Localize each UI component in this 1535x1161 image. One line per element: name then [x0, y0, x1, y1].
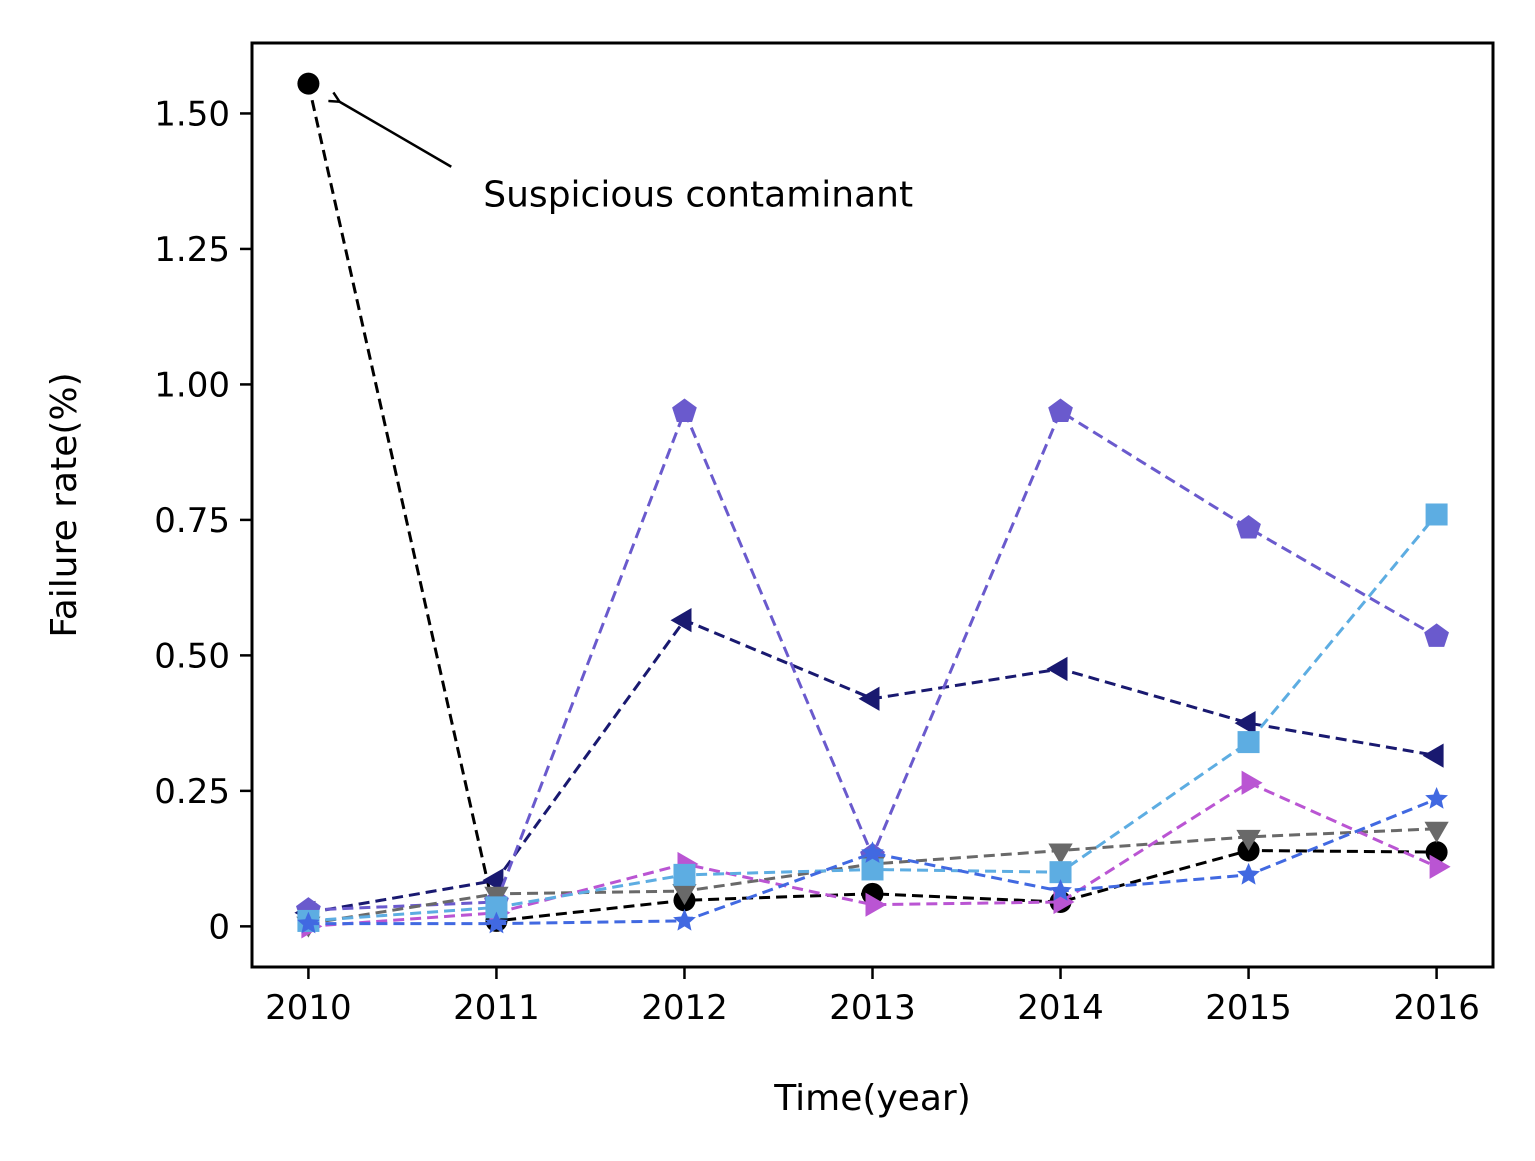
- annotation-layer: Suspicious contaminant: [340, 102, 913, 216]
- data-point: [1424, 821, 1449, 843]
- data-point: [1049, 861, 1072, 884]
- y-tick-label: 0.50: [154, 636, 230, 676]
- data-point: [672, 884, 697, 906]
- data-point: [1236, 829, 1261, 851]
- data-point: [1425, 787, 1448, 809]
- y-tick-label: 0.25: [154, 772, 230, 812]
- x-axis-label: Time(year): [773, 1078, 971, 1119]
- x-tick-label: 2013: [829, 988, 916, 1028]
- annotation-arrow: [340, 102, 452, 168]
- data-point: [865, 892, 887, 917]
- data-point: [485, 911, 508, 934]
- series-layer: [294, 72, 1451, 939]
- y-axis: 0 0.25 0.50 0.75 1.00 1.25 1.50: [154, 94, 252, 947]
- data-point: [485, 896, 508, 919]
- data-point: [1237, 731, 1260, 754]
- data-point: [673, 863, 696, 886]
- data-point: [1236, 515, 1261, 539]
- x-tick-label: 2012: [641, 988, 728, 1028]
- data-point: [861, 858, 884, 881]
- data-point: [1048, 398, 1073, 422]
- data-point: [858, 686, 880, 711]
- data-point: [861, 841, 884, 863]
- data-point: [1049, 879, 1072, 901]
- data-point: [1425, 503, 1448, 526]
- data-point: [672, 398, 697, 422]
- y-tick-label: 1.25: [154, 230, 230, 270]
- data-point: [1424, 623, 1449, 647]
- x-tick-label: 2016: [1393, 988, 1480, 1028]
- data-point: [1429, 854, 1451, 879]
- y-tick-label: 1.00: [154, 365, 230, 405]
- annotation-text: Suspicious contaminant: [483, 175, 913, 216]
- data-point: [1048, 843, 1073, 865]
- series-6: [297, 787, 1448, 934]
- y-axis-label: Failure rate(%): [44, 372, 85, 637]
- x-tick-label: 2010: [265, 988, 352, 1028]
- data-point: [297, 911, 320, 934]
- data-point: [673, 908, 696, 931]
- x-tick-label: 2011: [453, 988, 540, 1028]
- x-tick-label: 2014: [1017, 988, 1104, 1028]
- data-point: [670, 608, 692, 633]
- y-tick-label: 0: [208, 907, 230, 947]
- x-tick-label: 2015: [1205, 988, 1292, 1028]
- series-5: [297, 503, 1448, 932]
- x-axis: 2010 2011 2012 2013 2014 2015 2016: [265, 967, 1480, 1028]
- data-point: [1046, 656, 1068, 682]
- data-point: [1422, 743, 1444, 768]
- data-point: [482, 868, 504, 893]
- data-point: [1241, 770, 1263, 795]
- data-point: [1237, 862, 1260, 885]
- y-tick-label: 0.75: [154, 501, 230, 541]
- y-tick-label: 1.50: [154, 94, 230, 134]
- data-point: [1234, 711, 1256, 736]
- data-point: [297, 72, 320, 95]
